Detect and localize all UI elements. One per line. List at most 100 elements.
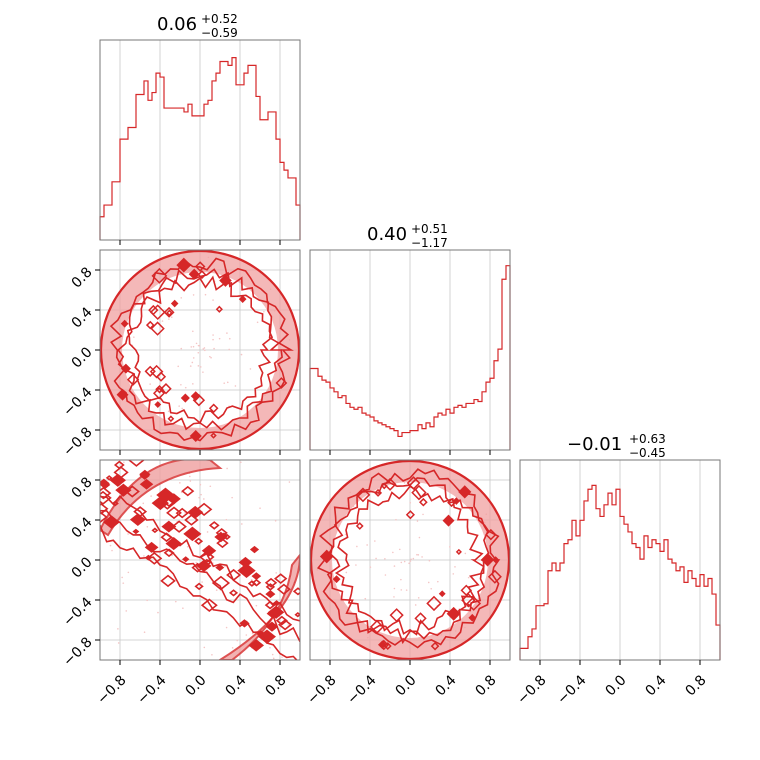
scatter-point (177, 365, 180, 368)
contour-blob (480, 553, 495, 567)
contour-blob (405, 510, 415, 520)
scatter-point (269, 646, 271, 649)
scatter-point (197, 351, 200, 354)
contour-blob (126, 373, 140, 386)
scatter-point (179, 482, 181, 484)
title-0-value: 0.06 (157, 14, 197, 35)
contour-blob (161, 520, 177, 533)
y-tick-label-1-2: 0.0 (69, 344, 96, 371)
scatter-point (241, 523, 243, 525)
scatter-point (184, 512, 186, 514)
contour-blob (461, 593, 476, 608)
scatter-point (215, 589, 218, 591)
scatter-point (133, 336, 135, 338)
scatter-point (127, 571, 130, 574)
grid-h1 (329, 250, 491, 450)
scatter-point (355, 564, 357, 566)
contour-blob (355, 487, 371, 503)
scatter-point (192, 294, 195, 296)
contour-blob (210, 432, 217, 439)
scatter-point (143, 631, 146, 633)
contours-0-2 (100, 460, 318, 660)
scatter-point (121, 576, 123, 579)
contour-blob (292, 587, 300, 596)
panel-2d-1-2 (310, 460, 510, 660)
title-param-2: −0.01 +0.63 −0.45 (567, 432, 666, 460)
contour-blob (215, 305, 223, 313)
scatter-point (288, 481, 291, 483)
y-tick-label-2-1: −0.4 (60, 594, 95, 629)
contour-blob (144, 541, 159, 553)
title-2-value: −0.01 (567, 434, 622, 455)
scatter-point (418, 536, 421, 539)
contour-blob (149, 364, 164, 379)
scatter-point (454, 566, 456, 568)
scatter-point (195, 342, 198, 345)
contour-blob (389, 608, 404, 623)
scatter-point (142, 502, 145, 505)
contour-blob (113, 460, 125, 470)
scatter-point (146, 599, 148, 602)
contour-blob (487, 569, 502, 584)
panel-2d-0-2 (100, 460, 318, 660)
contour-blob (273, 573, 288, 585)
scatter-point (366, 544, 368, 546)
title-2-plus: +0.63 (629, 432, 666, 446)
contour-blob (228, 589, 239, 597)
scatter-point (181, 407, 183, 410)
contour-blob (100, 481, 111, 489)
x-tick-label-2-1: −0.4 (554, 672, 589, 707)
contour-inner-2 (126, 275, 274, 425)
contour-blob (146, 551, 163, 565)
contour-blob (155, 371, 167, 382)
scatter-point (192, 330, 194, 333)
contour-blob (458, 485, 472, 499)
scatter-point (393, 565, 396, 567)
scatter-point (224, 565, 226, 568)
scatter-point (202, 348, 205, 350)
contour-blob (275, 615, 288, 626)
scatter-point (211, 654, 213, 656)
panel-hist-2 (519, 459, 721, 661)
scatter-point (263, 310, 265, 313)
title-param-0: 0.06 +0.52 −0.59 (157, 12, 238, 40)
contour-blob (383, 642, 392, 650)
contour-blob (414, 612, 427, 625)
scatter-point (240, 353, 243, 356)
scatter-point (231, 647, 234, 649)
y-tick-label-2-0: −0.8 (60, 634, 95, 669)
scatter-point (364, 597, 367, 600)
contour-blob (442, 514, 455, 527)
x-tick-label-2-0: −0.8 (514, 672, 549, 707)
scatter-point (410, 558, 412, 561)
contour-blob (189, 429, 202, 443)
contour-blob (251, 572, 262, 581)
scatter-point (393, 596, 395, 598)
scatter-point (421, 556, 423, 558)
scatter-point (464, 552, 467, 555)
scatter-point (226, 381, 229, 384)
contour-blob (249, 545, 260, 554)
scatter-point (384, 557, 386, 560)
contour-blob (133, 506, 148, 518)
scatter-point (157, 611, 159, 614)
x-tick-label-0-1: −0.4 (134, 672, 169, 707)
contour-blob (100, 502, 109, 515)
scatter-point (393, 587, 396, 590)
contour-blob (150, 321, 165, 336)
scatter-point (192, 357, 195, 359)
scatter-point (414, 604, 417, 606)
contour-blob (455, 548, 462, 555)
scatter-point (231, 496, 233, 499)
contour-blob (190, 391, 201, 402)
scatter-point (467, 576, 470, 579)
scatter-point (167, 410, 170, 413)
contour-blob (275, 377, 288, 389)
scatter-point (161, 320, 164, 322)
contour-blob (305, 594, 318, 604)
scatter-point (225, 626, 228, 629)
scatter-point (212, 338, 214, 341)
contour-blob (304, 621, 317, 631)
scatter-point (400, 561, 403, 564)
scatter-point (170, 316, 173, 319)
